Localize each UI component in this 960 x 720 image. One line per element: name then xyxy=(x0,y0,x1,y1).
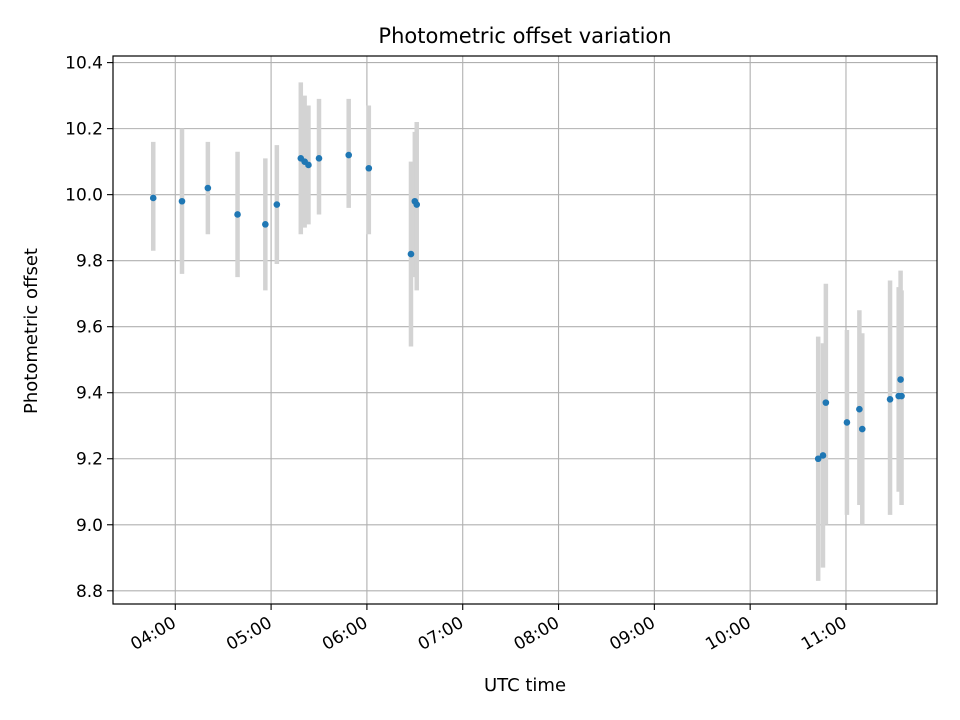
chart-title: Photometric offset variation xyxy=(378,24,671,48)
y-tick-label: 10.2 xyxy=(65,120,103,140)
y-tick-label: 10.4 xyxy=(65,54,103,74)
y-tick-label: 9.4 xyxy=(76,384,103,404)
x-axis-title: UTC time xyxy=(484,675,566,696)
data-point xyxy=(819,452,827,459)
data-point xyxy=(345,151,353,159)
data-point xyxy=(856,405,863,413)
data-point xyxy=(822,399,830,406)
y-tick-label: 9.8 xyxy=(76,252,103,272)
data-point xyxy=(234,211,241,218)
y-tick-label: 9.0 xyxy=(76,516,103,536)
data-point xyxy=(178,197,186,205)
data-point xyxy=(315,155,323,162)
data-point xyxy=(413,201,421,208)
plot-frame xyxy=(112,55,938,605)
y-tick-label: 10.0 xyxy=(65,186,103,206)
y-axis-title: Photometric offset xyxy=(21,248,42,414)
data-point xyxy=(897,376,904,383)
y-tick-label: 8.8 xyxy=(76,582,103,602)
data-point xyxy=(149,194,157,202)
data-points xyxy=(149,151,905,463)
data-point xyxy=(814,455,822,463)
data-point xyxy=(262,221,269,228)
data-point xyxy=(365,164,373,172)
y-tick-label: 9.2 xyxy=(76,450,103,470)
data-point xyxy=(858,425,866,433)
data-point xyxy=(305,161,312,169)
data-point xyxy=(843,419,851,426)
data-point xyxy=(204,184,212,192)
data-point xyxy=(898,392,905,400)
data-point xyxy=(407,250,415,258)
data-point xyxy=(886,396,894,403)
data-point xyxy=(273,201,281,208)
y-tick-label: 9.6 xyxy=(76,318,103,338)
